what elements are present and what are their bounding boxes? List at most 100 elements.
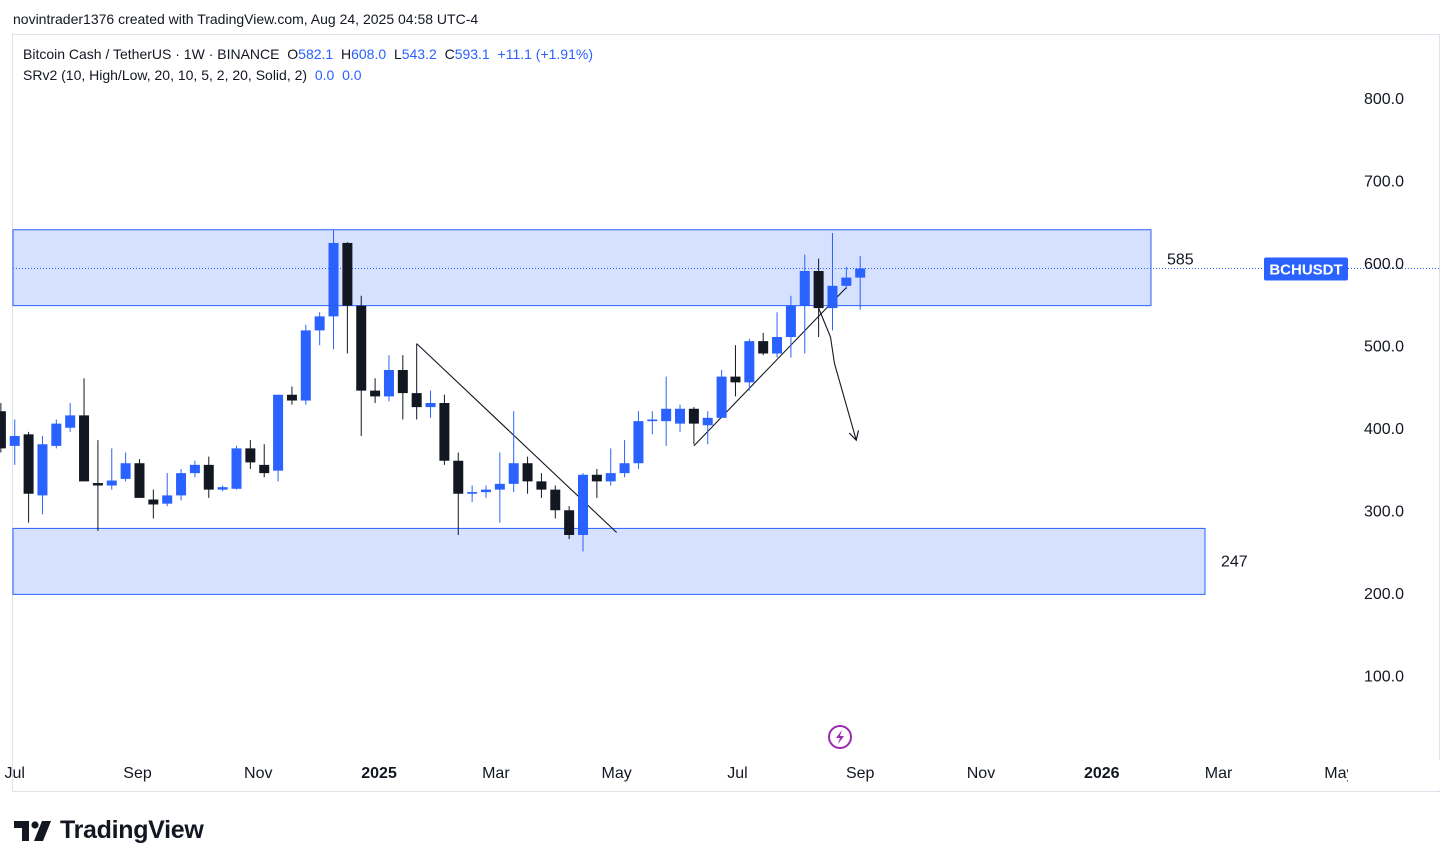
candle-body: [467, 492, 478, 494]
candle-2024-06-24: [0, 403, 6, 453]
candle-body: [688, 408, 699, 424]
candle-2025-05-12: [633, 411, 644, 469]
candle-2025-03-31: [550, 485, 561, 519]
x-tick-label: Sep: [846, 765, 875, 782]
candle-2025-06-16: [702, 411, 713, 445]
x-tick-label: Nov: [967, 765, 995, 782]
candle-2025-01-20: [411, 343, 422, 420]
zone-247: [12, 527, 1206, 595]
axis-edge-mask: [1348, 760, 1440, 790]
brand-name: TradingView: [60, 816, 204, 844]
candle-2024-09-30: [189, 460, 200, 478]
candle-2024-10-28: [245, 440, 256, 469]
candle-body: [397, 370, 408, 394]
legend-indicator[interactable]: SRv2 (10, High/Low, 20, 10, 5, 2, 20, So…: [23, 67, 362, 83]
candle-2025-03-10: [508, 411, 519, 493]
candle-2024-11-04: [259, 444, 270, 478]
candle-body: [855, 268, 866, 278]
candle-body: [785, 305, 796, 337]
candle-2024-07-29: [65, 403, 76, 432]
candle-2025-03-24: [536, 473, 547, 498]
candle-2024-07-15: [37, 436, 48, 515]
candle-2025-05-26: [661, 376, 672, 446]
candle-2024-09-23: [176, 469, 187, 501]
candle-body: [383, 370, 394, 397]
badge-bg: [1264, 257, 1348, 281]
candle-2024-09-09: [148, 489, 159, 519]
zone-585: [12, 229, 1152, 307]
candle-body: [245, 448, 256, 463]
candle-2025-07-28: [785, 295, 796, 358]
candle-body: [189, 464, 200, 474]
x-tick-label: Sep: [123, 765, 152, 782]
candle-2024-10-07: [203, 456, 214, 498]
lightning-icon[interactable]: [828, 725, 852, 749]
candle-2025-07-07: [744, 338, 755, 391]
legend-main: Bitcoin Cash / TetherUS · 1W · BINANCE O…: [23, 46, 593, 62]
candle-2025-01-13: [397, 355, 408, 420]
candle-body: [0, 411, 6, 449]
candle-body: [79, 415, 90, 482]
indicator-name: SRv2 (10, High/Low, 20, 10, 5, 2, 20, So…: [23, 67, 308, 83]
candle-body: [203, 464, 214, 490]
candle-2024-07-01: [9, 419, 20, 465]
candle-2025-06-09: [688, 407, 699, 445]
y-tick-label: 600.0: [1364, 256, 1404, 273]
candle-2025-02-10: [453, 452, 464, 535]
candle-body: [578, 474, 588, 535]
y-tick-label: 500.0: [1364, 338, 1404, 355]
candle-body: [716, 376, 727, 418]
candle-2025-06-02: [675, 404, 686, 432]
tradingview-logo-icon: [14, 820, 51, 841]
candle-body: [217, 487, 228, 490]
candle-2025-02-03: [439, 394, 450, 465]
legend-symbol: Bitcoin Cash / TetherUS · 1W · BINANCE: [23, 46, 280, 62]
candle-body: [564, 510, 575, 535]
candle-2024-12-02: [314, 312, 325, 346]
zone-label-247: 247: [1221, 553, 1248, 570]
candle-body: [37, 444, 48, 496]
candle-body: [480, 489, 491, 493]
candle-2025-07-21: [772, 312, 783, 358]
legend-close: 593.1: [454, 46, 490, 62]
candle-body: [744, 341, 755, 383]
legend-open: 582.1: [298, 46, 334, 62]
candle-body: [591, 474, 602, 482]
candle-body: [730, 376, 741, 383]
x-tick-label: Nov: [244, 765, 272, 782]
x-tick-label: May: [602, 765, 632, 782]
x-tick-label: May: [1324, 765, 1354, 782]
candle-2025-06-30: [730, 345, 741, 397]
candle-body: [314, 316, 325, 331]
overlay-layer: BCHUSDT: [1264, 257, 1348, 281]
candle-2025-05-19: [647, 411, 658, 435]
candles-layer: [0, 229, 866, 552]
candle-2024-08-12: [92, 440, 103, 531]
candle-2024-09-02: [134, 459, 145, 498]
candle-body: [259, 464, 270, 474]
candle-body: [120, 463, 131, 479]
candle-body: [231, 448, 242, 489]
candle-body: [286, 394, 297, 401]
candle-2025-01-27: [425, 390, 436, 418]
candle-body: [453, 460, 464, 494]
zone-label-585: 585: [1167, 252, 1194, 269]
candle-2024-08-19: [106, 448, 117, 490]
candle-body: [758, 341, 769, 354]
x-tick-label: Mar: [1205, 765, 1233, 782]
candle-2024-12-16: [342, 242, 353, 354]
x-tick-label: Mar: [482, 765, 510, 782]
candle-2024-08-26: [120, 452, 131, 482]
candle-2025-03-17: [522, 456, 533, 494]
candle-body: [702, 417, 713, 426]
candle-2024-09-16: [162, 473, 173, 507]
chart-frame[interactable]: [12, 34, 1440, 792]
y-tick-label: 100.0: [1364, 668, 1404, 685]
candle-body: [328, 242, 339, 317]
candle-body: [661, 408, 672, 422]
tradingview-brand[interactable]: TradingView: [14, 816, 204, 845]
candle-2024-08-05: [79, 378, 90, 482]
candle-body: [675, 408, 686, 424]
candle-body: [841, 277, 852, 286]
